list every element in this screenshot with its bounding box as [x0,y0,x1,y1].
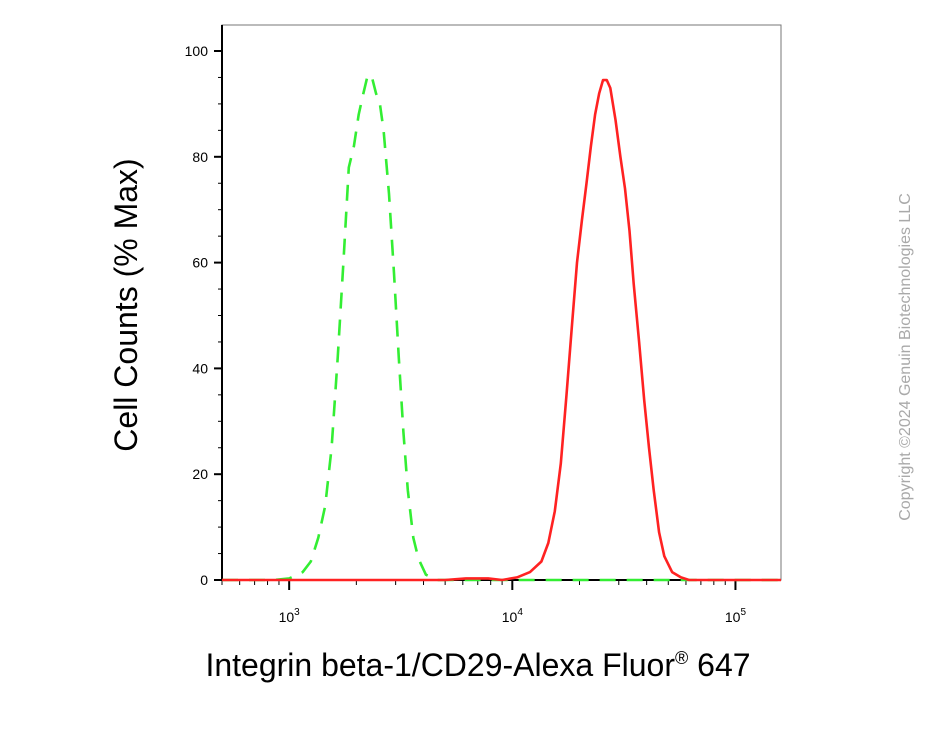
y-tick-label: 0 [200,572,208,588]
x-axis-label-main: Integrin beta-1/CD29-Alexa Fluor [205,647,675,683]
x-tick-label-base: 10 [725,609,741,625]
x-tick-label-base: 10 [502,609,518,625]
x-tick-label: 105 [725,607,747,625]
copyright-watermark: Copyright ©2024 Genuin Biotechnologies L… [897,193,914,521]
x-axis: 103 104 105 [221,580,747,625]
x-tick-label-base: 10 [279,609,295,625]
stained-series-line [222,78,781,582]
y-tick-label: 40 [192,360,208,376]
x-tick-label-exponent: 5 [740,607,746,618]
y-tick-label: 80 [192,149,208,165]
plot-border [221,24,782,581]
x-tick-label-exponent: 4 [517,607,523,618]
x-tick-label-exponent: 3 [294,607,300,618]
x-axis-label-registered-mark: ® [675,648,688,668]
plot-frame [221,24,782,581]
y-tick-label: 60 [192,255,208,271]
series-layer [222,73,781,582]
y-tick-label: 100 [185,43,209,59]
y-axis: 0 20 40 60 80 100 [185,43,222,588]
x-axis-label-suffix: 647 [688,647,750,683]
y-tick-label: 20 [192,466,208,482]
x-axis-label: Integrin beta-1/CD29-Alexa Fluor® 647 [205,647,750,683]
y-axis-label: Cell Counts (% Max) [108,158,144,451]
x-tick-label: 103 [279,607,301,625]
x-tick-label: 104 [502,607,524,625]
control-series-line [222,73,781,582]
